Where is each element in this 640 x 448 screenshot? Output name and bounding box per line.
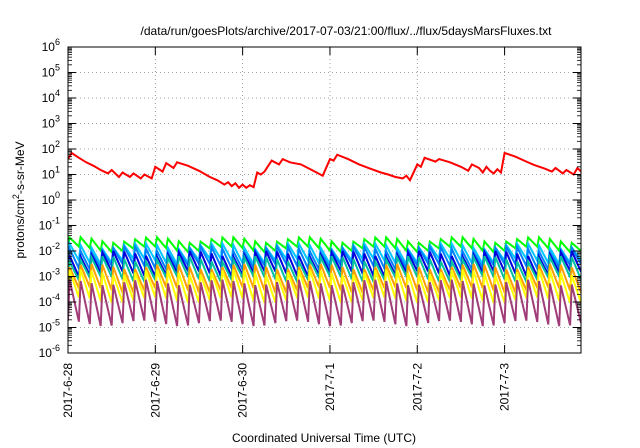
series-line-5: [68, 253, 581, 286]
y-tick-label: 10-2: [39, 241, 60, 258]
x-tick-label: 2017-6-30: [236, 363, 250, 418]
x-tick-label: 2017-7-3: [498, 363, 512, 411]
y-tick-label: 103: [42, 114, 60, 131]
series-line-7: [68, 269, 581, 304]
y-tick-label: 105: [42, 63, 60, 80]
series-line-4: [68, 248, 581, 279]
y-axis-label: protons/cm2-s-sr-MeV: [11, 141, 27, 258]
y-tick-label: 10-5: [39, 318, 60, 335]
x-axis-label: Coordinated Universal Time (UTC): [232, 431, 416, 445]
data-series: [68, 151, 581, 327]
y-tick-label: 106: [42, 37, 60, 54]
y-tick-label: 104: [42, 88, 60, 105]
series-line-3: [68, 243, 581, 274]
y-axis-label-sup: 2: [11, 194, 21, 199]
y-tick-label: 10-1: [39, 216, 60, 233]
series-line-0: [68, 151, 581, 190]
x-tick-label: 2017-6-29: [148, 363, 162, 418]
x-tick-label: 2017-7-1: [323, 363, 337, 411]
x-axis-ticks: 2017-6-28 2017-6-29 2017-6-30 2017-7-1 2017-…: [61, 47, 512, 418]
series-line-1: [68, 234, 581, 255]
x-tick-label: 2017-7-2: [410, 363, 424, 411]
y-tick-label: 10-3: [39, 267, 60, 284]
x-tick-label: 2017-6-28: [61, 363, 75, 418]
series-line-8: [68, 279, 581, 327]
series-line-6: [68, 263, 581, 294]
y-tick-label: 100: [42, 190, 60, 207]
y-axis-label-prefix: protons/cm: [13, 199, 27, 258]
y-tick-label: 10-4: [39, 292, 60, 309]
y-axis-ticks: 10-6 10-5 10-4 10-3 10-2 10-1 100 101 102 103 104 1…: [39, 37, 581, 360]
y-tick-label: 10-6: [39, 343, 60, 360]
chart-title: /data/run/goesPlots/archive/2017-07-03/2…: [141, 24, 553, 38]
y-axis-label-suffix: -s-sr-MeV: [13, 141, 27, 194]
y-tick-label: 101: [42, 165, 60, 182]
y-tick-label: 102: [42, 139, 60, 156]
